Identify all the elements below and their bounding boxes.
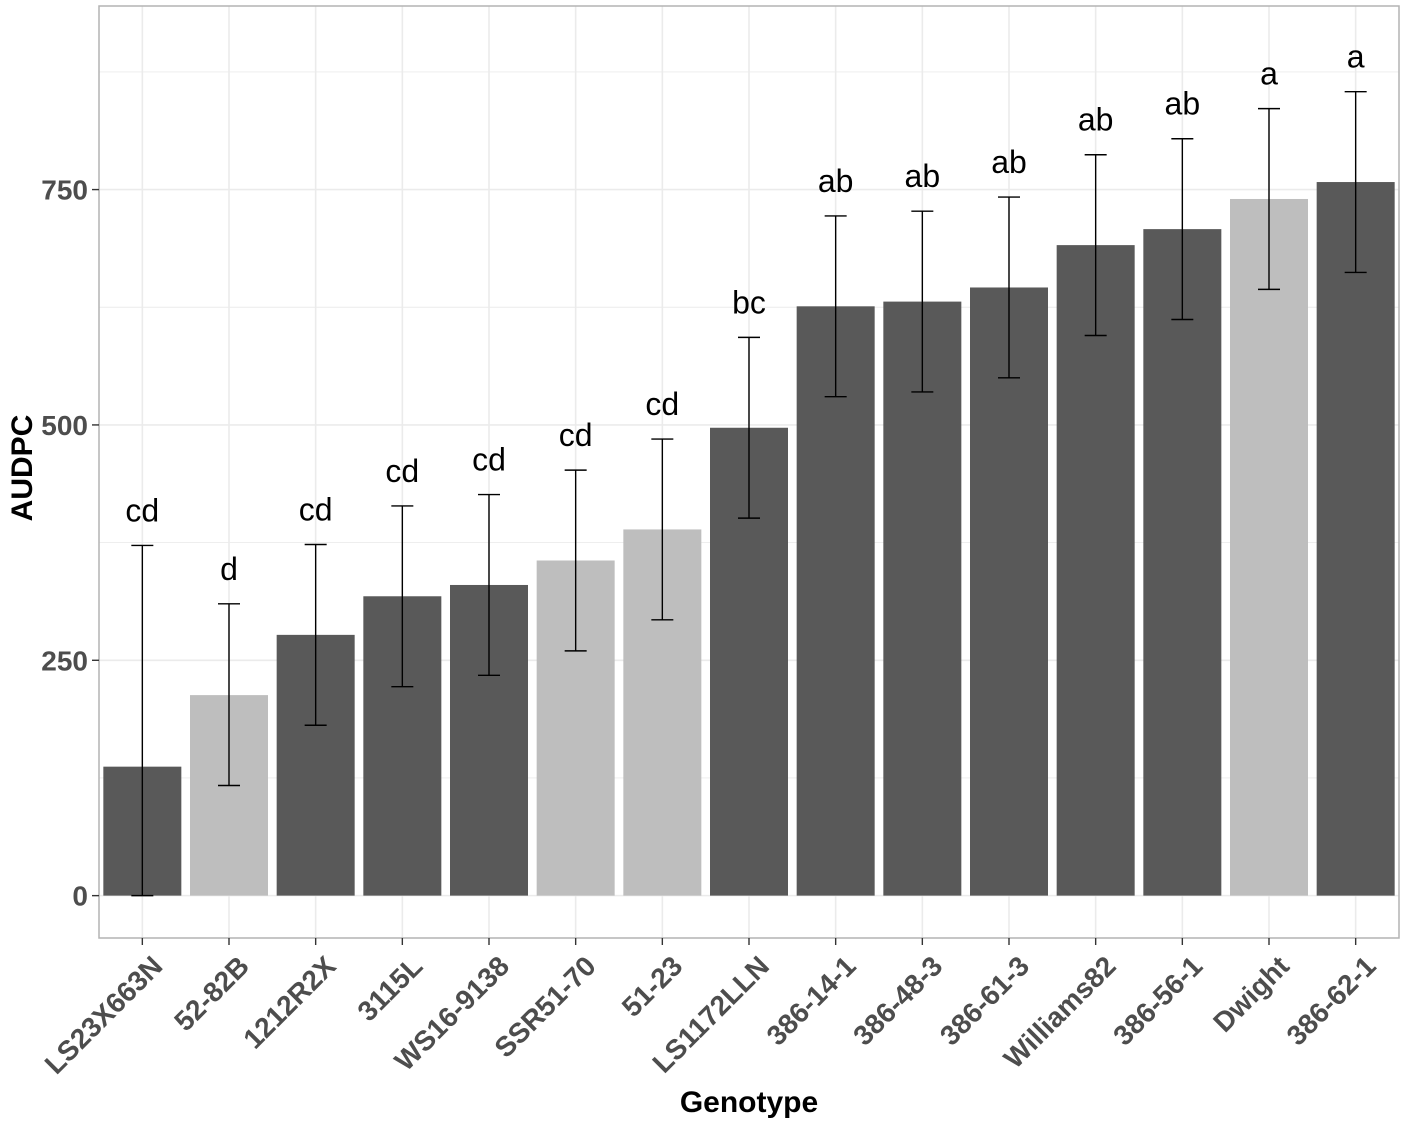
significance-letter: ab — [905, 158, 941, 194]
significance-letter: a — [1347, 39, 1365, 75]
bar — [970, 287, 1048, 896]
y-tick-label: 750 — [41, 175, 88, 206]
bar — [1316, 182, 1395, 896]
significance-letters: cd d cd cd cd cd cd bc ab ab ab ab ab a a — [125, 39, 1364, 587]
y-tick-label: 500 — [41, 410, 88, 441]
significance-letter: cd — [125, 492, 159, 528]
bar — [1056, 245, 1135, 896]
significance-letter: a — [1260, 56, 1278, 92]
bars — [103, 182, 1395, 896]
y-axis: 0 250 500 750 — [41, 175, 99, 912]
x-axis-title: Genotype — [680, 1086, 818, 1119]
significance-letter: ab — [1165, 86, 1201, 122]
bar — [796, 306, 875, 896]
significance-letter: ab — [991, 144, 1027, 180]
significance-letter: cd — [299, 491, 333, 527]
bar — [1230, 198, 1308, 896]
y-tick-label: 0 — [72, 881, 88, 912]
significance-letter: ab — [818, 163, 854, 199]
significance-letter: bc — [732, 284, 766, 320]
significance-letter: cd — [385, 453, 419, 489]
significance-letter: d — [220, 551, 238, 587]
y-tick-label: 250 — [41, 645, 88, 676]
bar — [1143, 229, 1222, 896]
significance-letter: cd — [559, 417, 593, 453]
significance-letter: ab — [1078, 102, 1114, 138]
error-bars — [131, 90, 1367, 897]
bar — [883, 301, 962, 896]
y-axis-title: AUDPC — [6, 415, 39, 522]
significance-letter: cd — [645, 386, 679, 422]
significance-letter: cd — [472, 442, 506, 478]
